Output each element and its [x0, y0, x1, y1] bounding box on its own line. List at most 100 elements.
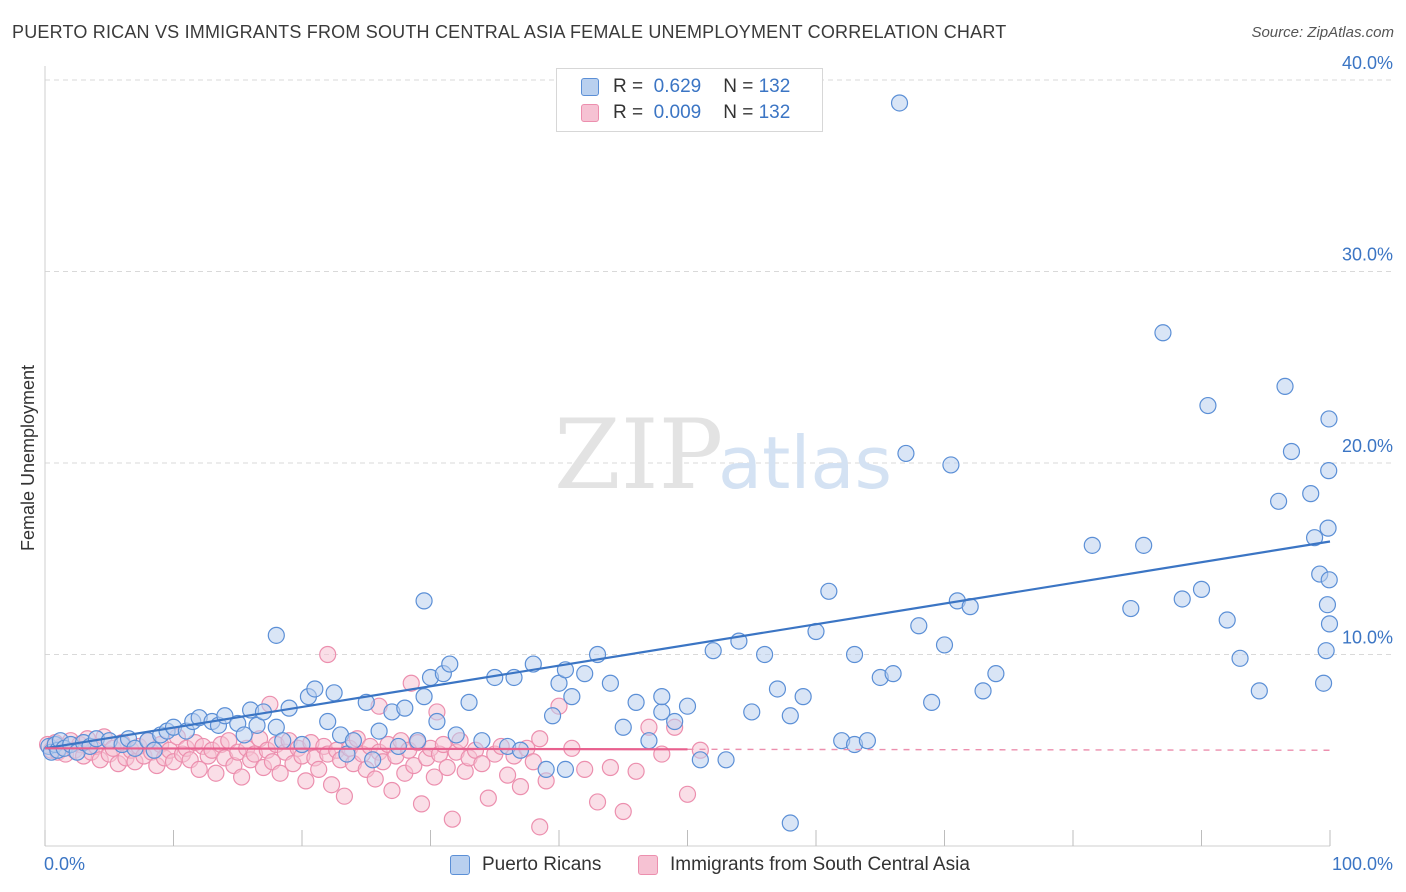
data-point-puerto-ricans	[845, 645, 864, 664]
data-point-puerto-ricans	[653, 688, 671, 706]
bottom-legend-puerto-ricans: Puerto Ricans	[450, 852, 601, 878]
data-point-puerto-ricans	[942, 456, 960, 474]
data-point-puerto-ricans	[370, 722, 388, 740]
data-point-puerto-ricans	[576, 665, 594, 683]
data-point-puerto-ricans	[1269, 492, 1288, 510]
watermark-zip: ZIP	[554, 399, 723, 511]
data-point-puerto-ricans	[1282, 442, 1301, 461]
legend: R = 0.629 N = 132 R = 0.009 N = 132	[556, 68, 823, 132]
y-tick-label: 30.0%	[1342, 245, 1393, 265]
data-point-puerto-ricans	[1302, 485, 1320, 503]
data-point-puerto-ricans	[678, 697, 697, 715]
legend-row-immigrants: R = 0.009 N = 132	[581, 101, 790, 125]
data-point-immigrants	[531, 818, 549, 836]
data-point-puerto-ricans	[235, 726, 253, 744]
data-point-puerto-ricans	[1319, 519, 1337, 537]
data-point-immigrants	[473, 755, 491, 773]
data-point-puerto-ricans	[755, 645, 774, 664]
data-point-puerto-ricans	[910, 617, 928, 635]
legend-r-value: 0.009	[653, 102, 702, 123]
data-point-puerto-ricans	[601, 674, 620, 692]
data-point-puerto-ricans	[319, 712, 337, 731]
data-point-puerto-ricans	[543, 707, 562, 725]
data-point-puerto-ricans	[1192, 580, 1211, 598]
data-point-puerto-ricans	[890, 94, 909, 112]
data-point-puerto-ricans	[145, 741, 163, 759]
data-point-immigrants	[405, 756, 423, 775]
data-point-puerto-ricans	[640, 732, 658, 750]
data-point-puerto-ricans	[666, 712, 684, 731]
source-label: Source: ZipAtlas.com	[1251, 24, 1394, 41]
y-tick-label: 10.0%	[1342, 628, 1393, 648]
legend-n-value: 132	[758, 102, 791, 123]
data-point-puerto-ricans	[1122, 599, 1140, 618]
data-point-immigrants	[524, 753, 542, 771]
data-point-immigrants	[438, 758, 456, 777]
data-point-immigrants	[402, 674, 420, 692]
x-tick-label: 0.0%	[44, 854, 85, 874]
data-point-puerto-ricans	[1314, 674, 1333, 692]
data-point-immigrants	[207, 764, 225, 782]
y-tick-label: 20.0%	[1342, 436, 1393, 456]
legend-n-label: N =	[723, 102, 754, 123]
data-point-immigrants	[614, 802, 632, 821]
data-point-puerto-ricans	[1250, 682, 1268, 700]
data-point-immigrants	[366, 770, 384, 788]
data-point-puerto-ricans	[781, 814, 799, 832]
data-point-immigrants	[319, 645, 337, 664]
data-point-puerto-ricans	[415, 592, 433, 610]
data-point-puerto-ricans	[293, 735, 311, 754]
data-point-immigrants	[588, 793, 607, 811]
data-point-immigrants	[499, 766, 517, 784]
data-point-puerto-ricans	[1083, 536, 1101, 554]
data-point-puerto-ricans	[987, 665, 1005, 683]
data-point-puerto-ricans	[717, 751, 735, 769]
data-point-puerto-ricans	[267, 626, 285, 644]
data-point-puerto-ricans	[344, 732, 362, 750]
data-point-immigrants	[601, 758, 620, 777]
data-point-puerto-ricans	[409, 732, 427, 750]
data-point-puerto-ricans	[1173, 590, 1191, 608]
data-point-puerto-ricans	[691, 751, 709, 769]
data-point-puerto-ricans	[396, 699, 414, 717]
watermark-atlas: atlas	[718, 421, 892, 505]
data-point-immigrants	[335, 787, 354, 805]
data-point-puerto-ricans	[364, 751, 382, 769]
data-point-immigrants	[322, 776, 341, 794]
data-point-puerto-ricans	[511, 741, 530, 759]
y-tick-label: 40.0%	[1342, 53, 1393, 73]
trend-line-puerto-ricans	[44, 540, 1331, 750]
data-point-puerto-ricans	[1305, 529, 1324, 547]
data-point-puerto-ricans	[1320, 410, 1338, 428]
data-point-puerto-ricans	[556, 760, 575, 779]
data-point-immigrants	[425, 768, 443, 786]
data-point-puerto-ricans	[858, 732, 877, 750]
legend-r-label: R =	[613, 102, 644, 123]
data-point-puerto-ricans	[1154, 324, 1172, 342]
data-point-puerto-ricans	[743, 703, 761, 721]
bottom-legend-immigrants: Immigrants from South Central Asia	[638, 852, 970, 878]
data-point-puerto-ricans	[1320, 615, 1339, 633]
x-tick-label: 100.0%	[1332, 854, 1393, 874]
data-point-puerto-ricans	[781, 707, 799, 725]
data-point-puerto-ricans	[306, 680, 324, 698]
data-point-immigrants	[383, 781, 401, 800]
data-point-puerto-ricans	[627, 693, 645, 711]
watermark: ZIP atlas	[554, 399, 892, 511]
trend-line-immigrants	[44, 747, 688, 751]
data-point-puerto-ricans	[1231, 649, 1249, 667]
data-point-puerto-ricans	[1320, 462, 1338, 480]
data-point-puerto-ricans	[1320, 571, 1338, 589]
bottom-legend-swatch-pink	[638, 855, 658, 875]
data-point-immigrants	[576, 760, 594, 779]
trend-lines	[44, 540, 1331, 751]
bottom-legend-label: Immigrants from South Central Asia	[670, 854, 970, 875]
tick-labels: 10.0% 20.0% 30.0% 40.0% 0.0% 100.0%	[44, 53, 1393, 874]
data-point-puerto-ricans	[460, 693, 478, 711]
data-point-immigrants	[443, 810, 461, 828]
data-point-immigrants	[190, 760, 208, 779]
legend-swatch-pink	[581, 104, 599, 122]
data-point-puerto-ricans	[1135, 536, 1153, 554]
data-point-immigrants	[678, 785, 697, 803]
